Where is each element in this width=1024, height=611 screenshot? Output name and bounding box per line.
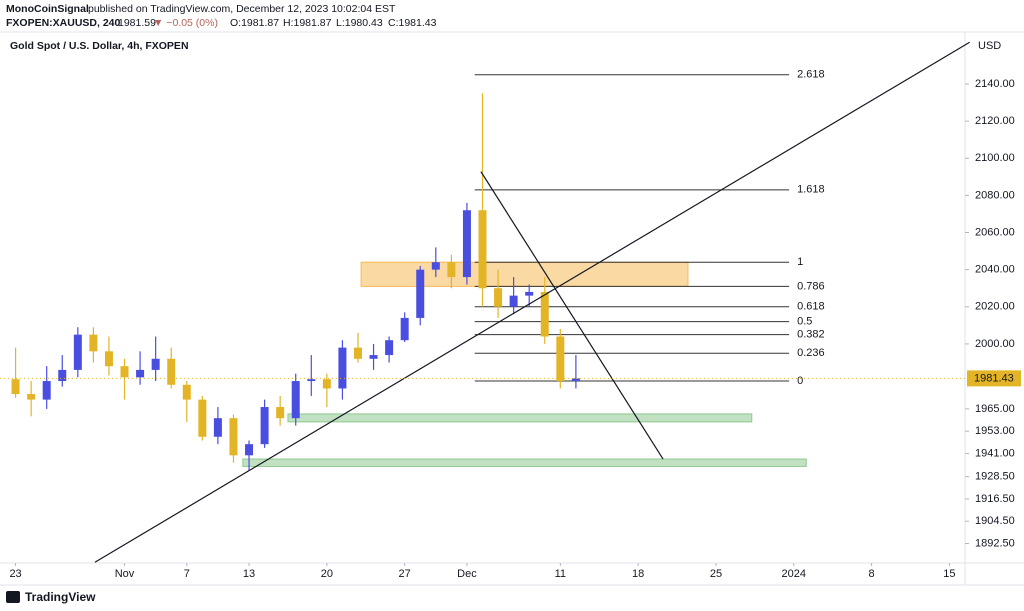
ohlc-close: C:1981.43 — [388, 17, 437, 29]
fib-label: 0.5 — [797, 316, 812, 328]
y-axis-label: USD — [978, 40, 1001, 52]
y-tick-label: 1904.50 — [975, 515, 1015, 527]
chart-title: Gold Spot / U.S. Dollar, 4h, FXOPEN — [10, 40, 189, 52]
candle-body — [385, 340, 394, 356]
y-tick-label: 2060.00 — [975, 226, 1015, 238]
publisher: MonoCoinSignal — [6, 3, 89, 15]
x-tick-label: 20 — [321, 568, 333, 580]
brand: TradingView — [25, 590, 96, 604]
y-tick-label: 1916.50 — [975, 493, 1015, 505]
y-tick-label: 2040.00 — [975, 264, 1015, 276]
candle-body — [556, 336, 565, 382]
candle-body — [291, 381, 300, 419]
x-tick-label: 18 — [632, 568, 644, 580]
x-tick-label: 27 — [399, 568, 411, 580]
fib-label: 0.786 — [797, 280, 825, 292]
candle-body — [431, 262, 440, 270]
x-tick-label: 15 — [943, 568, 955, 580]
candle-body — [89, 334, 98, 352]
candle-body — [73, 334, 82, 370]
y-tick-label: 1928.50 — [975, 471, 1015, 483]
candle-body — [198, 399, 207, 437]
y-tick-label: 1892.50 — [975, 537, 1015, 549]
x-tick-label: Nov — [115, 568, 135, 580]
candle-body — [120, 366, 129, 378]
candle-body — [151, 358, 160, 370]
candle-body — [369, 355, 378, 359]
y-tick-label: 1953.00 — [975, 425, 1015, 437]
trendline — [94, 41, 970, 563]
candle-body — [42, 381, 51, 400]
price: 1981.59 — [118, 17, 156, 29]
candle-body — [447, 262, 456, 278]
trendline — [480, 171, 664, 460]
candle-body — [260, 407, 269, 445]
x-tick-label: 8 — [869, 568, 875, 580]
symbol: FXOPEN:XAUUSD, 240 — [6, 17, 121, 29]
candle-body — [213, 418, 222, 437]
y-tick-label: 2120.00 — [975, 115, 1015, 127]
candle-body — [478, 210, 487, 289]
ohlc-high: H:1981.87 — [283, 17, 332, 29]
candle-body — [167, 358, 176, 385]
zone — [360, 261, 689, 287]
candle-body — [136, 369, 145, 378]
candle-body — [400, 317, 409, 341]
fib-label: 0 — [797, 375, 803, 387]
ohlc-open: O:1981.87 — [230, 17, 279, 29]
candle-body — [11, 379, 20, 395]
candle-body — [494, 288, 503, 307]
fib-label: 1 — [797, 256, 803, 268]
fib-label: 0.618 — [797, 301, 825, 313]
y-tick-label: 1941.00 — [975, 447, 1015, 459]
candle-body — [353, 347, 362, 359]
logo-icon — [6, 591, 20, 603]
fib-label: 0.382 — [797, 329, 825, 341]
y-tick-label: 1965.00 — [975, 403, 1015, 415]
x-tick-label: 23 — [9, 568, 21, 580]
candle-body — [229, 418, 238, 456]
candle-body — [104, 351, 113, 367]
zone — [242, 458, 807, 467]
candle-body — [540, 291, 549, 337]
x-tick-label: 7 — [184, 568, 190, 580]
y-tick-label: 2020.00 — [975, 301, 1015, 313]
candle-body — [182, 384, 191, 400]
candle-body — [322, 379, 331, 389]
candle-body — [571, 378, 580, 382]
last-price-label: 1981.43 — [974, 372, 1014, 384]
x-tick-label: 11 — [555, 568, 566, 580]
candle-body — [245, 444, 254, 456]
x-tick-label: 2024 — [782, 568, 806, 580]
published: published on TradingView.com, December 1… — [88, 3, 396, 15]
y-tick-label: 2080.00 — [975, 189, 1015, 201]
x-tick-label: 25 — [710, 568, 722, 580]
candle-body — [509, 295, 518, 307]
candle-body — [27, 394, 36, 400]
candle-body — [338, 347, 347, 389]
y-tick-label: 2140.00 — [975, 78, 1015, 90]
candle-body — [416, 269, 425, 318]
ohlc-low: L:1980.43 — [336, 17, 383, 29]
last-price-box — [967, 370, 1021, 387]
change: ▼ −0.05 (0%) — [153, 17, 218, 29]
fib-label: 2.618 — [797, 69, 825, 81]
candle-body — [462, 210, 471, 278]
x-tick-label: Dec — [457, 568, 477, 580]
candle-body — [525, 291, 534, 296]
candle-body — [307, 379, 316, 382]
candle-body — [58, 369, 67, 382]
x-tick-label: 13 — [243, 568, 255, 580]
y-tick-label: 2000.00 — [975, 338, 1015, 350]
fib-label: 1.618 — [797, 184, 825, 196]
candle-body — [276, 407, 285, 419]
fib-label: 0.236 — [797, 347, 825, 359]
zone — [287, 413, 753, 423]
y-tick-label: 2100.00 — [975, 152, 1015, 164]
